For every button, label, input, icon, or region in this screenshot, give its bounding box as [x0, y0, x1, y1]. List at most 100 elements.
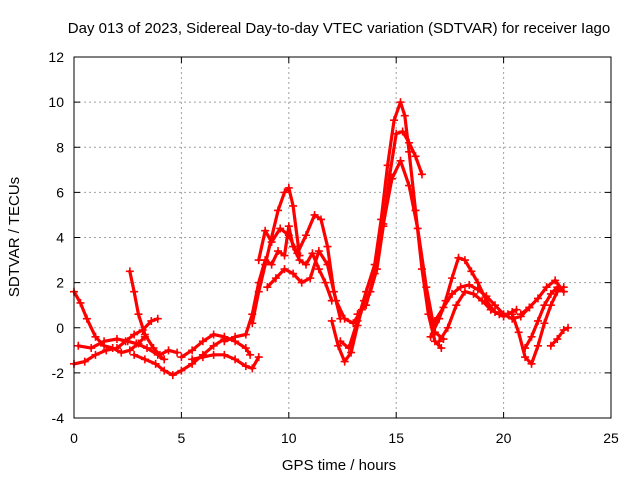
- data-series: [220, 222, 336, 346]
- data-point: [76, 298, 85, 307]
- data-point: [284, 183, 293, 192]
- data-point: [241, 344, 250, 353]
- data-point: [160, 355, 169, 364]
- series-line: [355, 159, 446, 341]
- data-point: [130, 350, 139, 359]
- data-series: [516, 276, 568, 319]
- data-point: [379, 219, 388, 228]
- y-tick-label: 0: [56, 320, 64, 336]
- data-point: [173, 348, 182, 357]
- data-point: [147, 316, 156, 325]
- data-point: [87, 344, 96, 353]
- data-point: [209, 330, 218, 339]
- y-tick-label: 2: [56, 275, 64, 291]
- data-point: [246, 350, 255, 359]
- data-point: [327, 316, 336, 325]
- data-series: [254, 210, 345, 323]
- data-point: [454, 253, 463, 262]
- data-point: [323, 242, 332, 251]
- y-tick-label: -2: [52, 365, 65, 381]
- data-point: [533, 294, 542, 303]
- data-point: [469, 289, 478, 298]
- data-point: [140, 355, 149, 364]
- data-point: [280, 251, 289, 260]
- data-point: [82, 314, 91, 323]
- data-point: [276, 224, 285, 233]
- data-point: [362, 301, 371, 310]
- series-line: [437, 290, 519, 343]
- data-point: [564, 323, 573, 332]
- data-point: [491, 301, 500, 310]
- data-point: [308, 249, 317, 258]
- data-point: [310, 210, 319, 219]
- data-point: [123, 337, 132, 346]
- data-point: [332, 296, 341, 305]
- y-tick-label: -4: [52, 410, 65, 426]
- data-point: [241, 362, 250, 371]
- data-point: [482, 292, 491, 301]
- data-point: [473, 278, 482, 287]
- data-point: [297, 278, 306, 287]
- data-point: [284, 222, 293, 231]
- data-point: [390, 116, 399, 125]
- data-point: [220, 350, 229, 359]
- data-point: [422, 283, 431, 292]
- data-point: [495, 310, 504, 319]
- data-point: [198, 353, 207, 362]
- data-point: [280, 188, 289, 197]
- data-point: [125, 267, 134, 276]
- data-point: [553, 335, 562, 344]
- data-point: [413, 224, 422, 233]
- data-point: [289, 201, 298, 210]
- chart-title: Day 013 of 2023, Sidereal Day-to-day VTE…: [68, 20, 610, 37]
- data-point: [540, 319, 549, 328]
- data-point: [456, 283, 465, 292]
- data-point: [155, 350, 164, 359]
- data-point: [478, 296, 487, 305]
- data-point: [306, 274, 315, 283]
- axis-ticks: [73, 56, 612, 419]
- y-tick-label: 10: [48, 94, 64, 110]
- data-point: [514, 328, 523, 337]
- data-point: [527, 359, 536, 368]
- data-point: [314, 247, 323, 256]
- data-point: [188, 346, 197, 355]
- data-point: [91, 332, 100, 341]
- data-point: [160, 366, 169, 375]
- data-point: [460, 287, 469, 296]
- data-point: [553, 283, 562, 292]
- data-point: [220, 337, 229, 346]
- series-line: [132, 337, 226, 377]
- data-point: [134, 310, 143, 319]
- data-point: [241, 330, 250, 339]
- data-point: [284, 231, 293, 240]
- series-line: [519, 278, 566, 316]
- y-tick-label: 6: [56, 184, 64, 200]
- data-point: [321, 278, 330, 287]
- series-line: [257, 213, 342, 321]
- data-point: [411, 152, 420, 161]
- x-tick-label: 25: [603, 430, 619, 446]
- data-point: [177, 366, 186, 375]
- data-point: [540, 301, 549, 310]
- data-point: [263, 283, 272, 292]
- data-point: [396, 98, 405, 107]
- data-point: [80, 357, 89, 366]
- y-tick-label: 4: [56, 230, 64, 246]
- data-point: [516, 310, 525, 319]
- data-point: [261, 260, 270, 269]
- series-line: [72, 290, 147, 355]
- data-point: [301, 231, 310, 240]
- x-tick-label: 5: [178, 430, 186, 446]
- data-point: [74, 341, 83, 350]
- data-point: [347, 348, 356, 357]
- data-point: [405, 147, 414, 156]
- data-point: [336, 337, 345, 346]
- data-series: [74, 335, 169, 364]
- data-point: [527, 332, 536, 341]
- data-point: [151, 359, 160, 368]
- data-point: [280, 265, 289, 274]
- data-point: [117, 348, 126, 357]
- data-series: [177, 330, 255, 362]
- data-point: [353, 316, 362, 325]
